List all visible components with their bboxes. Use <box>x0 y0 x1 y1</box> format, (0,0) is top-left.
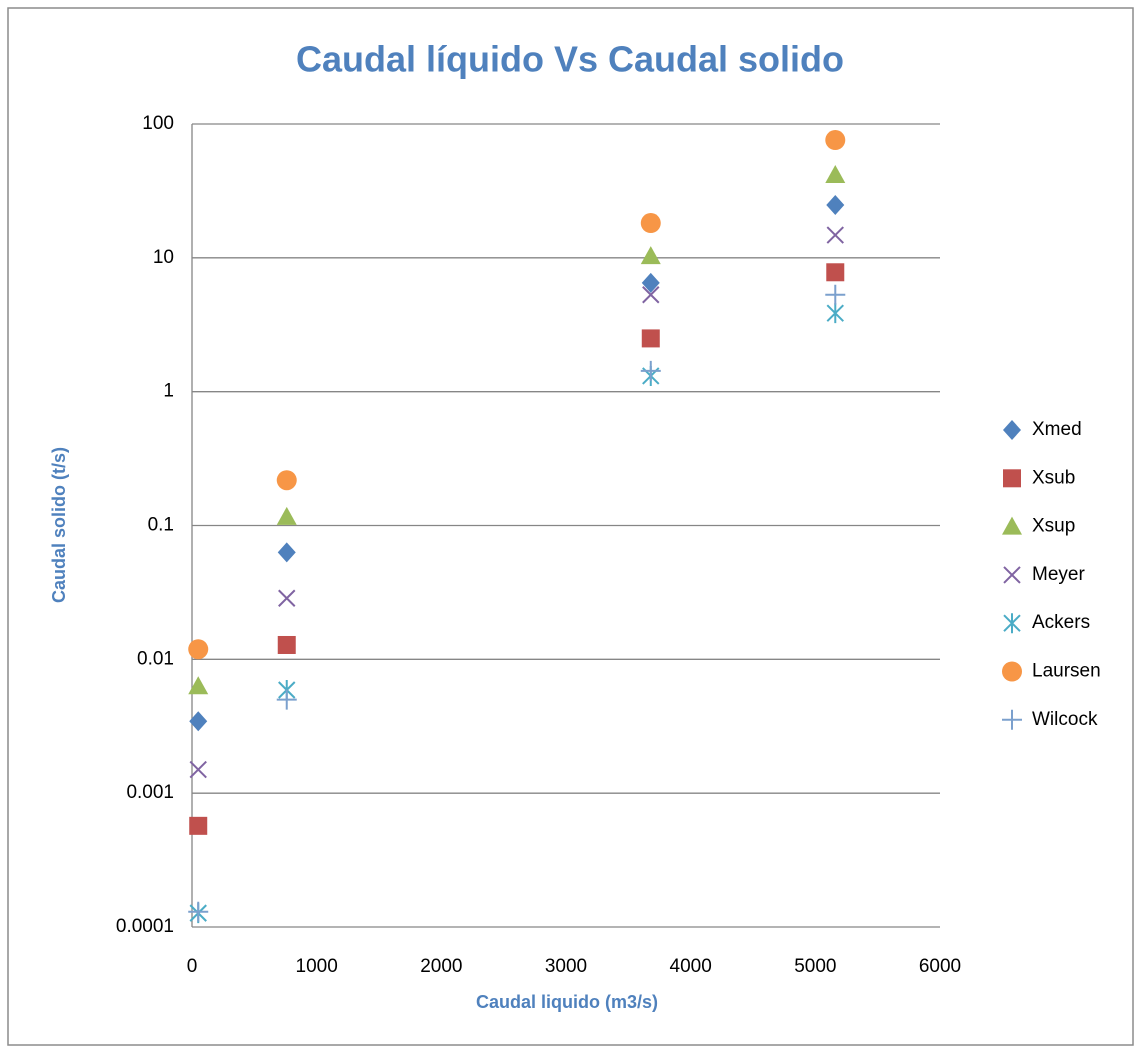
x-axis-label: Caudal liquido (m3/s) <box>476 992 658 1012</box>
chart-title: Caudal líquido Vs Caudal solido <box>296 39 844 80</box>
marker <box>277 542 296 563</box>
chart-frame <box>7 7 1134 1046</box>
y-axis-label: Caudal solido (t/s) <box>49 447 69 603</box>
marker <box>642 286 660 304</box>
marker <box>189 760 207 779</box>
marker <box>189 816 208 835</box>
x-tick-label: 2000 <box>420 956 462 977</box>
y-tick-label: 0.01 <box>137 648 174 669</box>
marker <box>826 303 844 324</box>
marker <box>188 639 209 660</box>
y-tick-label: 100 <box>142 113 174 134</box>
x-tick-label: 5000 <box>794 956 836 977</box>
marker <box>825 284 846 305</box>
y-tick-label: 10 <box>153 247 174 268</box>
marker <box>825 164 846 183</box>
marker <box>188 676 209 695</box>
marker <box>276 506 297 525</box>
y-tick-label: 1 <box>163 381 174 402</box>
marker <box>276 470 297 491</box>
y-tick-label: 0.1 <box>148 515 174 536</box>
marker <box>826 263 845 282</box>
marker <box>1002 516 1022 535</box>
legend-label: Ackers <box>1032 612 1090 633</box>
marker <box>826 226 844 244</box>
marker <box>1003 613 1021 634</box>
y-tick-label: 0.0001 <box>116 916 174 937</box>
x-tick-label: 4000 <box>670 956 712 977</box>
legend-label: Laursen <box>1032 661 1101 682</box>
marker <box>640 213 661 234</box>
legend-label: Meyer <box>1032 564 1085 585</box>
y-tick-label: 0.001 <box>126 782 174 803</box>
marker <box>1003 420 1021 440</box>
legend-label: Xmed <box>1032 419 1082 440</box>
marker <box>1002 661 1022 682</box>
marker <box>278 589 296 607</box>
marker <box>276 689 297 710</box>
marker <box>641 329 660 348</box>
marker <box>189 711 208 732</box>
marker <box>1003 469 1021 488</box>
legend-label: Xsup <box>1032 516 1075 537</box>
marker <box>825 130 846 151</box>
marker <box>640 360 661 381</box>
marker <box>188 901 209 922</box>
legend-label: Xsub <box>1032 467 1075 488</box>
marker <box>640 246 661 265</box>
marker <box>1002 709 1022 730</box>
x-tick-label: 3000 <box>545 956 587 977</box>
marker <box>277 635 296 654</box>
legend-label: Wilcock <box>1032 709 1098 730</box>
x-tick-label: 0 <box>187 956 198 977</box>
marker <box>1003 566 1021 584</box>
marker <box>641 272 660 293</box>
marker <box>826 195 845 216</box>
x-tick-label: 1000 <box>296 956 338 977</box>
x-tick-label: 6000 <box>919 956 961 977</box>
